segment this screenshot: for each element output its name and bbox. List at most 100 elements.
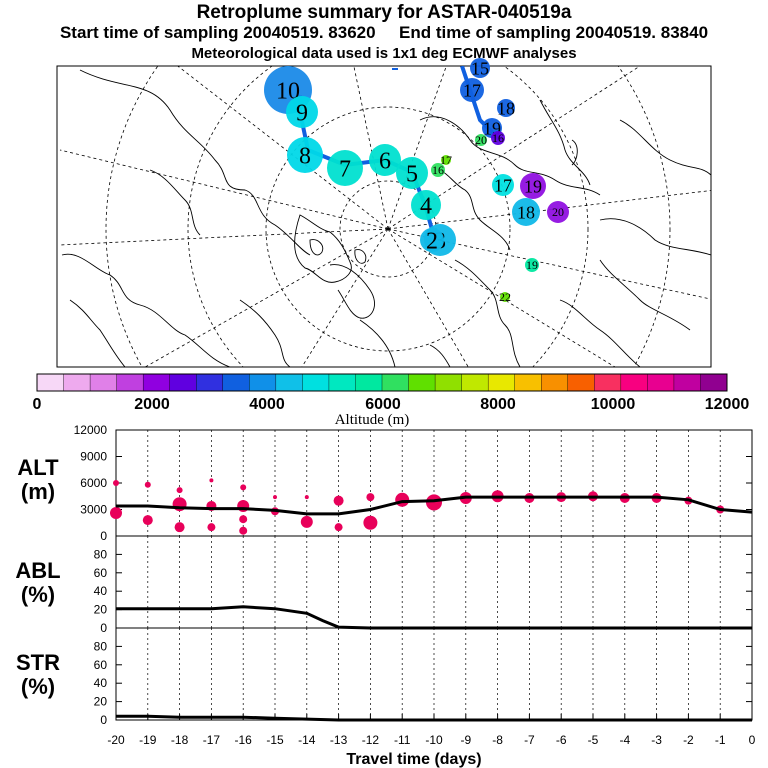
alt-point-17 — [304, 495, 309, 500]
alt-point-16 — [300, 515, 313, 528]
xtick-label: -9 — [460, 733, 471, 747]
xtick-label: -8 — [492, 733, 503, 747]
colorbar-frame — [36, 373, 728, 392]
alt-point-22 — [395, 492, 410, 507]
colorbar-cell-25 — [700, 373, 728, 392]
colorbar-cell-14 — [408, 373, 436, 392]
colorbar-cell-8 — [249, 373, 277, 392]
plume-marker-11 — [512, 198, 540, 226]
series-line-0 — [116, 495, 753, 516]
colorbar-cell-0 — [36, 373, 65, 392]
map-frame — [56, 65, 712, 368]
panel-label: (%) — [21, 582, 55, 607]
panel-2: 0 20 40 60 80 STR(%) — [16, 627, 753, 727]
colorbar-tick-8000: 8000 — [480, 396, 516, 413]
alt-point-20 — [363, 515, 378, 530]
xtick-label: -19 — [139, 733, 157, 747]
ytick-label: 3000 — [80, 503, 107, 517]
plume-marker-2 — [287, 137, 323, 173]
colorbar-cell-20 — [567, 373, 595, 392]
xtick-label: -6 — [556, 733, 567, 747]
colorbar-cell-17 — [487, 373, 516, 392]
ytick-label: 60 — [94, 658, 108, 672]
colorbar: 0 2000 4000 6000 8000 10000 12000 Altitude (m) — [33, 373, 750, 428]
ytick-label: 60 — [94, 566, 108, 580]
colorbar-cell-2 — [89, 373, 118, 392]
colorbar-cell-3 — [116, 373, 144, 392]
plume-marker-3 — [327, 150, 363, 186]
alt-point-2 — [142, 515, 153, 526]
plume-marker-4 — [369, 144, 401, 176]
colorbar-tick-4000: 4000 — [249, 396, 285, 413]
plume-label-5: 5 — [406, 161, 418, 187]
alt-point-15 — [273, 495, 277, 500]
panel-label: STR — [16, 650, 60, 675]
colorbar-cell-12 — [355, 373, 383, 392]
alt-point-1 — [113, 480, 119, 486]
colorbar-cell-21 — [594, 373, 622, 392]
plume-marker-10 — [520, 173, 546, 199]
plume-label-22: 22 — [499, 290, 511, 304]
xtick-label: -14 — [298, 733, 316, 747]
xtick-label: 0 — [749, 733, 756, 747]
alt-point-6 — [176, 487, 183, 494]
plume-marker-14 — [431, 163, 445, 177]
alt-point-23 — [426, 494, 442, 511]
plume-label-11: 18 — [517, 202, 535, 222]
colorbar-cells — [36, 373, 728, 392]
plume-label-2: 8 — [299, 143, 311, 169]
colorbar-cell-22 — [620, 373, 648, 392]
ytick-label: 80 — [94, 547, 108, 561]
plume-label-14: 16 — [432, 163, 444, 177]
x-axis-label: Travel time (days) — [346, 751, 481, 768]
ytick-label: 20 — [94, 603, 108, 617]
colorbar-tick-12000: 12000 — [705, 396, 750, 413]
alt-point-9 — [209, 478, 214, 483]
colorbar-cell-24 — [673, 373, 701, 392]
colorbar-tick-6000: 6000 — [365, 396, 401, 413]
time-series-panels: 030006000900012000ALT(m)020406080ABL(%)0… — [15, 423, 755, 768]
plume-marker-15 — [441, 155, 451, 165]
plume-marker-17 — [460, 78, 484, 102]
alt-point-19 — [333, 495, 344, 506]
colorbar-cell-13 — [381, 373, 410, 392]
map-panel: 10987654321719182019161715171819201622 — [56, 58, 712, 368]
panel-label: ALT — [17, 455, 59, 480]
start-time: Start time of sampling 20040519. 83620 — [59, 23, 376, 42]
plume-label-13: 19 — [526, 258, 538, 272]
plume-label-8: 2 — [426, 228, 438, 254]
plume-marker-9 — [492, 174, 514, 196]
colorbar-cell-11 — [328, 373, 356, 392]
plume-label-16: 15 — [471, 58, 489, 78]
plume-label-17: 17 — [463, 80, 481, 100]
ytick-label: 80 — [94, 639, 108, 653]
colorbar-cell-19 — [541, 373, 569, 392]
panel-0: 0 3000 6000 9000 12000 ALT(m) — [17, 423, 753, 543]
xtick-label: -10 — [425, 733, 443, 747]
panel-label: (m) — [21, 479, 55, 504]
colorbar-tick-2000: 2000 — [134, 396, 170, 413]
colorbar-cell-9 — [275, 373, 303, 392]
alt-point-21 — [366, 493, 375, 502]
plume-label-1: 9 — [296, 100, 308, 126]
end-time: End time of sampling 20040519. 83840 — [399, 23, 709, 42]
plume-marker-22 — [500, 292, 510, 302]
ytick-label: 40 — [94, 676, 108, 690]
colorbar-label: Altitude (m) — [335, 412, 410, 428]
chart-title: Retroplume summary for ASTAR-040519a — [196, 2, 572, 23]
colorbar-cell-10 — [302, 373, 330, 392]
xtick-label: -16 — [235, 733, 253, 747]
alt-point-10 — [239, 526, 248, 535]
plume-label-3: 7 — [339, 156, 351, 182]
plume-marker-6 — [411, 190, 441, 220]
plume-marker-21 — [491, 131, 505, 145]
ytick-label: 0 — [100, 713, 107, 727]
xtick-label: -15 — [266, 733, 284, 747]
xtick-label: -13 — [330, 733, 348, 747]
alt-point-3 — [144, 481, 151, 488]
plume-marker-12 — [547, 201, 569, 223]
colorbar-cell-6 — [196, 373, 224, 392]
ytick-label: 20 — [94, 695, 108, 709]
sampling-times: Start time of sampling 20040519. 83620 E… — [0, 23, 768, 43]
met-data-note: Meteorological data used is 1x1 deg ECMW… — [191, 45, 577, 62]
